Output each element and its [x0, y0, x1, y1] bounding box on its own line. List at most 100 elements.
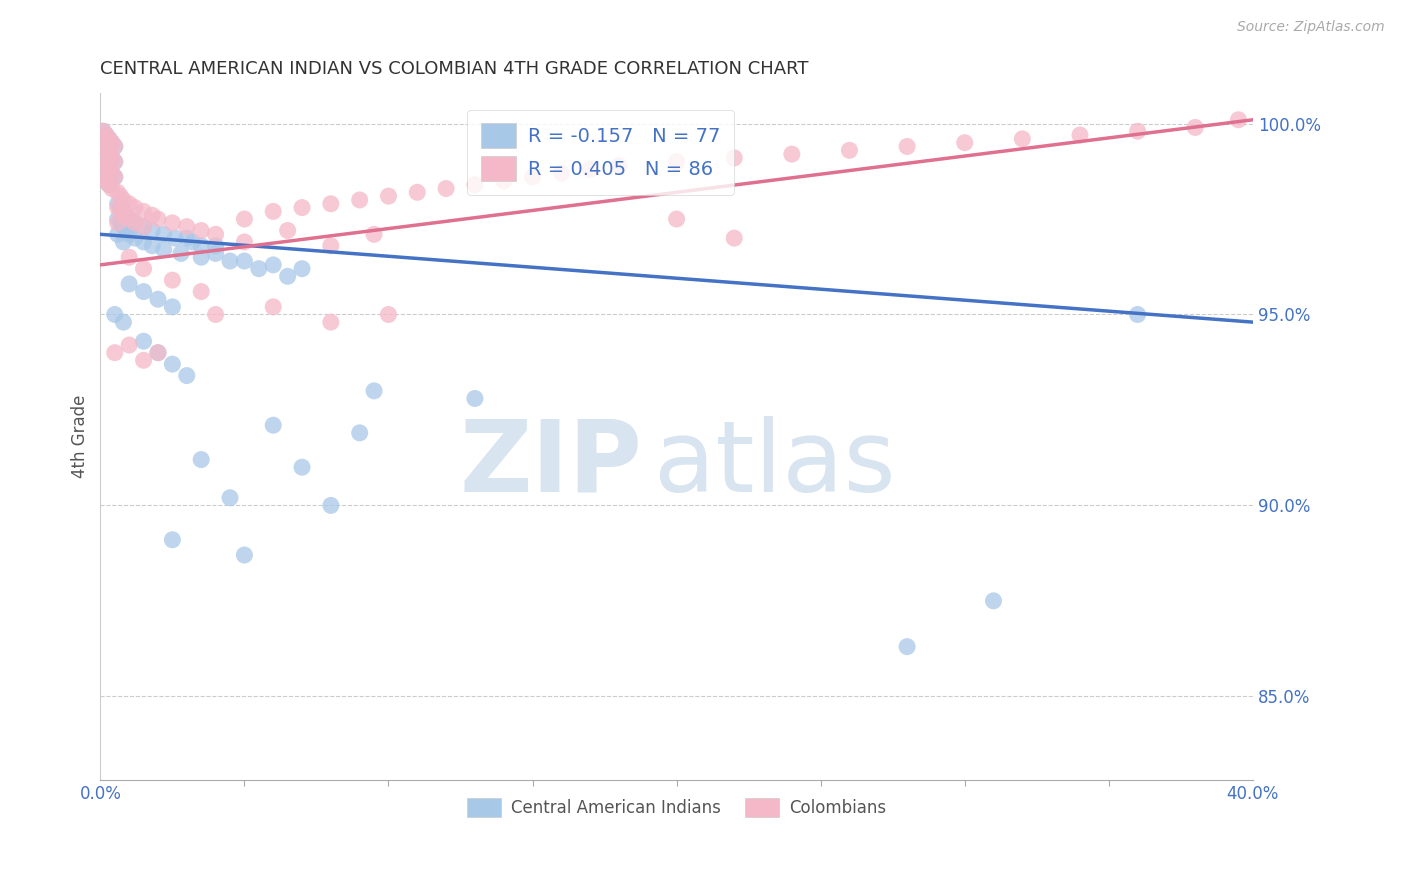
Point — [204, 308, 226, 322]
Point — [98, 162, 121, 177]
Y-axis label: 4th Grade: 4th Grade — [72, 395, 89, 478]
Point — [112, 204, 135, 219]
Point — [152, 227, 174, 242]
Point — [233, 212, 256, 227]
Point — [104, 139, 127, 153]
Point — [124, 201, 146, 215]
Point — [607, 159, 630, 173]
Point — [262, 258, 284, 272]
Point — [104, 169, 127, 184]
Point — [277, 223, 299, 237]
Point — [146, 345, 169, 359]
Point — [94, 159, 117, 173]
Point — [118, 338, 141, 352]
Point — [1126, 308, 1149, 322]
Point — [107, 216, 129, 230]
Point — [363, 384, 385, 398]
Point — [104, 169, 127, 184]
Point — [319, 196, 342, 211]
Point — [1227, 112, 1250, 127]
Point — [190, 239, 212, 253]
Point — [107, 201, 129, 215]
Point — [118, 277, 141, 291]
Point — [838, 144, 860, 158]
Point — [162, 357, 184, 371]
Point — [94, 174, 117, 188]
Point — [219, 491, 242, 505]
Point — [112, 208, 135, 222]
Point — [1184, 120, 1206, 135]
Point — [124, 216, 146, 230]
Point — [464, 392, 486, 406]
Point — [146, 212, 169, 227]
Point — [132, 334, 155, 349]
Point — [98, 132, 121, 146]
Point — [723, 151, 745, 165]
Point — [118, 196, 141, 211]
Point — [110, 189, 132, 203]
Point — [162, 273, 184, 287]
Point — [363, 227, 385, 242]
Point — [319, 315, 342, 329]
Point — [110, 201, 132, 215]
Point — [91, 154, 114, 169]
Point — [91, 124, 114, 138]
Point — [262, 418, 284, 433]
Point — [190, 223, 212, 237]
Point — [91, 124, 114, 138]
Point — [262, 300, 284, 314]
Point — [101, 181, 124, 195]
Point — [176, 231, 198, 245]
Point — [377, 308, 399, 322]
Point — [181, 235, 204, 249]
Point — [104, 308, 127, 322]
Point — [204, 239, 226, 253]
Point — [233, 235, 256, 249]
Point — [176, 368, 198, 383]
Point — [98, 147, 121, 161]
Point — [204, 246, 226, 260]
Point — [953, 136, 976, 150]
Point — [110, 216, 132, 230]
Point — [896, 640, 918, 654]
Point — [291, 460, 314, 475]
Point — [101, 151, 124, 165]
Point — [91, 139, 114, 153]
Point — [319, 499, 342, 513]
Point — [291, 261, 314, 276]
Point — [132, 204, 155, 219]
Point — [132, 219, 155, 234]
Point — [112, 193, 135, 207]
Point — [132, 235, 155, 249]
Point — [104, 154, 127, 169]
Point — [124, 231, 146, 245]
Point — [101, 166, 124, 180]
Point — [162, 533, 184, 547]
Point — [94, 144, 117, 158]
Point — [190, 452, 212, 467]
Point — [723, 231, 745, 245]
Point — [349, 193, 371, 207]
Point — [377, 189, 399, 203]
Point — [98, 132, 121, 146]
Legend: Central American Indians, Colombians: Central American Indians, Colombians — [461, 791, 893, 823]
Point — [434, 181, 457, 195]
Point — [176, 219, 198, 234]
Point — [98, 147, 121, 161]
Point — [204, 227, 226, 242]
Point — [464, 178, 486, 192]
Point — [104, 139, 127, 153]
Point — [132, 219, 155, 234]
Point — [277, 269, 299, 284]
Point — [165, 231, 187, 245]
Point — [118, 212, 141, 227]
Point — [247, 261, 270, 276]
Text: CENTRAL AMERICAN INDIAN VS COLOMBIAN 4TH GRADE CORRELATION CHART: CENTRAL AMERICAN INDIAN VS COLOMBIAN 4TH… — [100, 60, 808, 78]
Point — [118, 227, 141, 242]
Point — [107, 196, 129, 211]
Point — [115, 208, 138, 222]
Point — [1069, 128, 1091, 142]
Point — [115, 223, 138, 237]
Point — [141, 208, 163, 222]
Point — [132, 261, 155, 276]
